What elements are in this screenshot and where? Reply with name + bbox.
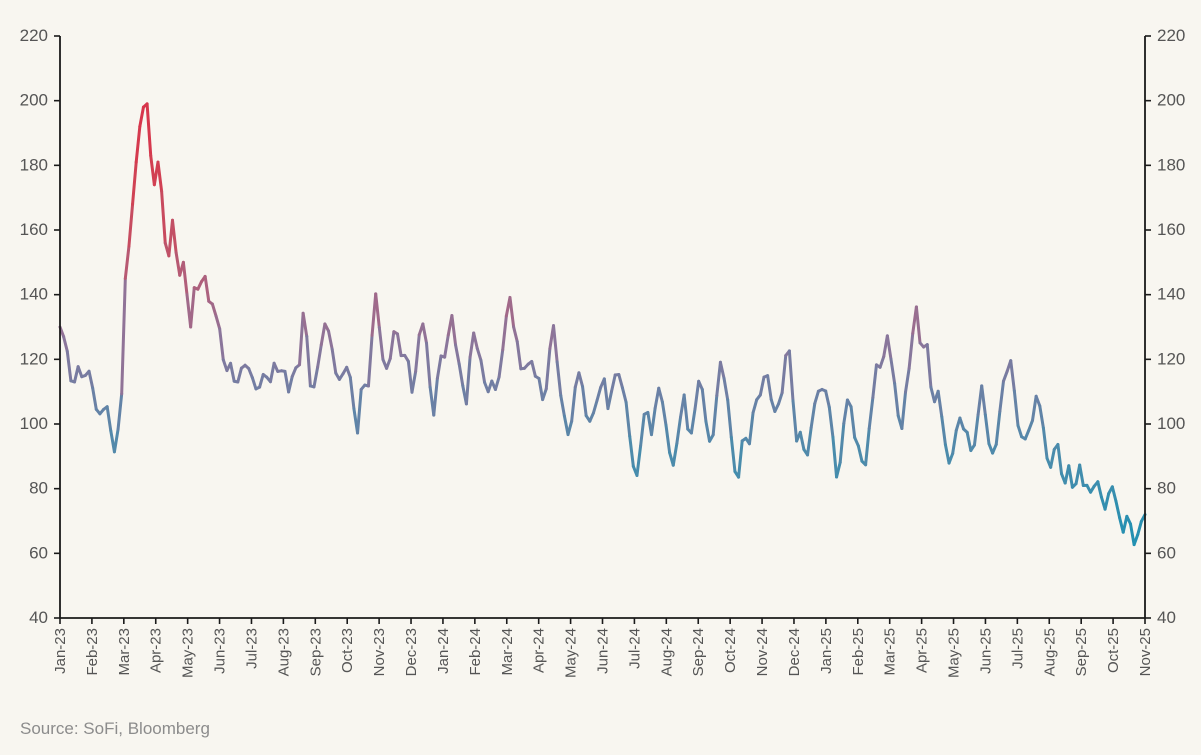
svg-text:Aug-25: Aug-25 — [1041, 628, 1058, 676]
svg-text:Feb-24: Feb-24 — [467, 628, 484, 676]
svg-text:Sep-25: Sep-25 — [1073, 628, 1090, 676]
svg-text:Nov-23: Nov-23 — [371, 628, 388, 676]
svg-text:Feb-25: Feb-25 — [850, 628, 867, 676]
svg-text:140: 140 — [1157, 285, 1185, 304]
svg-text:Mar-23: Mar-23 — [116, 628, 133, 676]
svg-text:80: 80 — [1157, 479, 1176, 498]
svg-text:Jun-24: Jun-24 — [595, 628, 612, 674]
svg-text:60: 60 — [29, 543, 48, 562]
svg-text:Jan-23: Jan-23 — [52, 628, 69, 674]
svg-text:100: 100 — [1157, 414, 1185, 433]
svg-text:Jan-25: Jan-25 — [818, 628, 835, 674]
svg-text:Nov-25: Nov-25 — [1137, 628, 1154, 676]
svg-text:Jan-24: Jan-24 — [435, 628, 452, 674]
svg-text:Dec-23: Dec-23 — [403, 628, 420, 676]
svg-text:Aug-24: Aug-24 — [658, 628, 675, 676]
svg-text:220: 220 — [20, 26, 48, 45]
svg-text:Aug-23: Aug-23 — [275, 628, 292, 676]
svg-text:May-23: May-23 — [180, 628, 197, 678]
svg-text:Sep-24: Sep-24 — [690, 628, 707, 676]
svg-text:Apr-23: Apr-23 — [148, 628, 165, 673]
svg-text:220: 220 — [1157, 26, 1185, 45]
svg-text:160: 160 — [1157, 220, 1185, 239]
svg-text:Mar-25: Mar-25 — [882, 628, 899, 676]
svg-text:May-25: May-25 — [946, 628, 963, 678]
svg-text:Apr-25: Apr-25 — [914, 628, 931, 673]
svg-text:180: 180 — [20, 155, 48, 174]
svg-text:160: 160 — [20, 220, 48, 239]
svg-text:Jul-25: Jul-25 — [1009, 628, 1026, 669]
svg-text:Jun-25: Jun-25 — [977, 628, 994, 674]
svg-text:120: 120 — [1157, 349, 1185, 368]
svg-text:Mar-24: Mar-24 — [499, 628, 516, 676]
svg-text:40: 40 — [1157, 608, 1176, 627]
svg-text:80: 80 — [29, 479, 48, 498]
svg-text:100: 100 — [20, 414, 48, 433]
svg-text:200: 200 — [20, 91, 48, 110]
svg-text:Sep-23: Sep-23 — [307, 628, 324, 676]
svg-text:Jul-23: Jul-23 — [243, 628, 260, 669]
svg-text:Oct-24: Oct-24 — [722, 628, 739, 673]
svg-text:Feb-23: Feb-23 — [84, 628, 101, 676]
svg-text:Oct-25: Oct-25 — [1105, 628, 1122, 673]
svg-text:40: 40 — [29, 608, 48, 627]
svg-text:Nov-24: Nov-24 — [754, 628, 771, 676]
svg-text:140: 140 — [20, 285, 48, 304]
svg-text:200: 200 — [1157, 91, 1185, 110]
svg-text:120: 120 — [20, 349, 48, 368]
svg-text:May-24: May-24 — [563, 628, 580, 678]
svg-text:Apr-24: Apr-24 — [531, 628, 548, 673]
svg-text:60: 60 — [1157, 543, 1176, 562]
svg-text:Jul-24: Jul-24 — [626, 628, 643, 669]
svg-text:Oct-23: Oct-23 — [339, 628, 356, 673]
svg-text:180: 180 — [1157, 155, 1185, 174]
svg-text:Jun-23: Jun-23 — [212, 628, 229, 674]
svg-text:Dec-24: Dec-24 — [786, 628, 803, 676]
